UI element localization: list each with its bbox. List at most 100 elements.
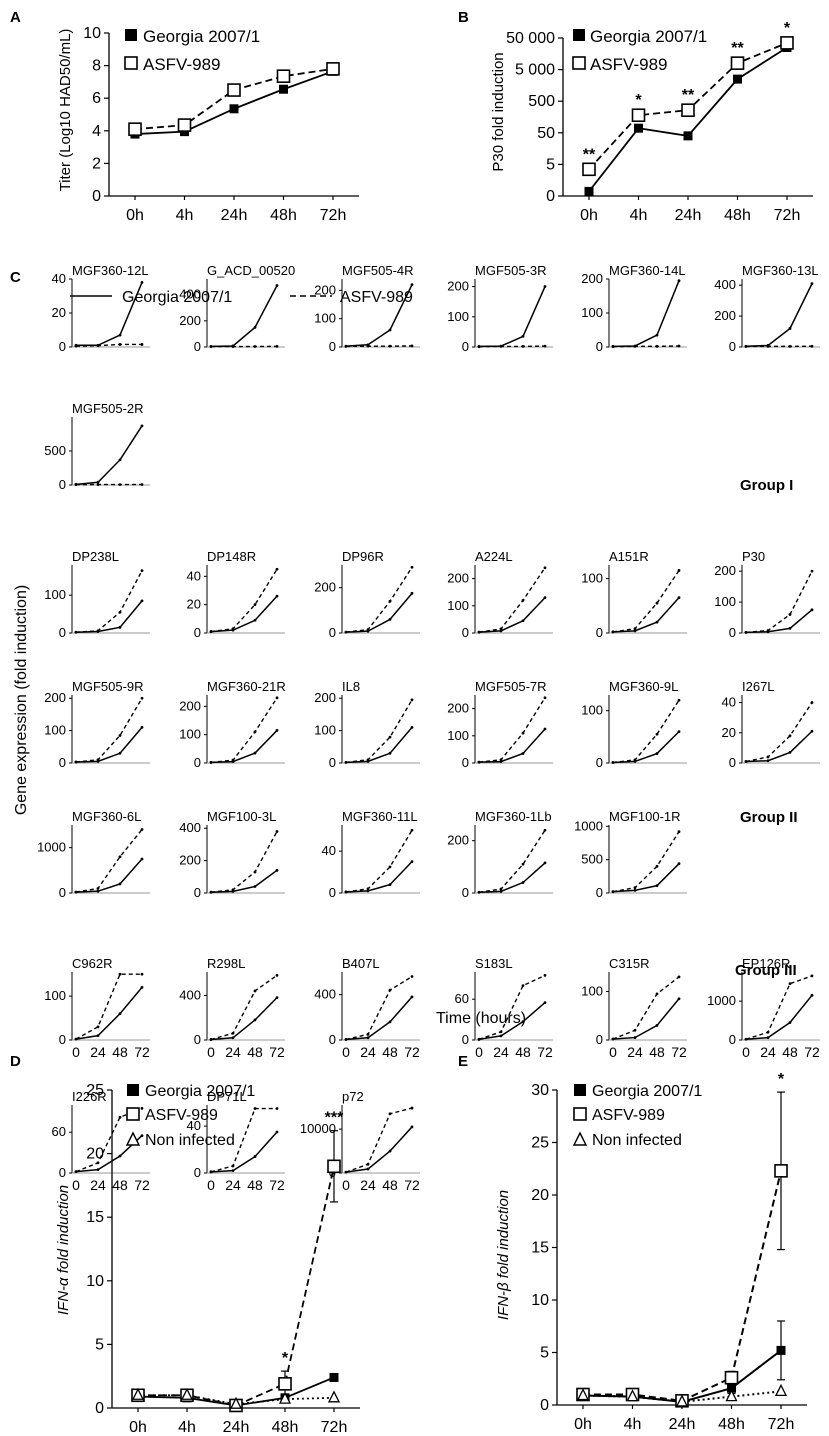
y-tick-label: 100 — [44, 587, 66, 602]
data-point — [499, 344, 503, 348]
y-tick-label: 0 — [729, 1032, 736, 1047]
y-tick-label: 6 — [92, 90, 101, 107]
series-line-2 — [582, 1390, 782, 1403]
data-point — [611, 345, 615, 349]
series-line-georgia — [745, 994, 813, 1040]
data-point — [543, 861, 547, 865]
legend-asfv-label: ASFV-989 — [592, 1107, 665, 1124]
legend-asfv-marker — [126, 1107, 140, 1121]
data-point — [477, 890, 481, 894]
data-point — [231, 345, 235, 349]
x-tick-label: 48 — [382, 1177, 398, 1193]
data-point — [788, 734, 792, 738]
data-point — [788, 1021, 792, 1024]
legend-non-infected-marker — [125, 1131, 141, 1146]
y-tick-label: 200 — [179, 853, 201, 868]
data-point — [209, 345, 213, 349]
data-point — [410, 725, 414, 729]
data-point — [128, 122, 142, 136]
series-line-asfv — [75, 570, 143, 633]
data-point — [96, 1161, 100, 1165]
data-point — [388, 344, 392, 348]
data-point — [788, 327, 792, 330]
y-tick-label: 100 — [714, 594, 736, 609]
panel-label-b: B — [458, 9, 469, 26]
x-tick-label: 72h — [768, 1416, 795, 1433]
data-point — [681, 103, 695, 117]
series-line-georgia — [478, 286, 546, 348]
series-line-asfv — [612, 831, 680, 893]
subplot-mgf360-9l: MGF360-9L 0 100 — [581, 679, 687, 770]
data-point — [118, 972, 122, 976]
data-point — [766, 755, 770, 759]
data-point — [275, 830, 279, 833]
y-tick-label: 100 — [44, 988, 66, 1003]
y-tick-label: 1000 — [707, 993, 736, 1008]
x-tick-label: 48 — [382, 1044, 398, 1060]
data-point — [388, 751, 392, 755]
data-point — [275, 594, 279, 598]
data-point — [810, 608, 814, 612]
data-point — [611, 630, 615, 634]
series-line-georgia — [612, 597, 680, 633]
data-point — [118, 458, 122, 462]
y-tick-label: 500 — [581, 852, 603, 867]
data-point — [140, 424, 144, 428]
data-point — [388, 1112, 392, 1116]
y-tick-label: 100 — [581, 703, 603, 718]
series-line-georgia — [75, 600, 143, 633]
subplot-title: DP238L — [72, 549, 119, 564]
x-tick-label: 72h — [321, 1419, 348, 1436]
subplot-title: MGF360-13L — [742, 263, 819, 278]
data-point — [543, 974, 547, 977]
legend-georgia-label: Georgia 2007/1 — [122, 289, 232, 306]
data-point — [253, 603, 257, 607]
data-point — [231, 1036, 235, 1040]
y-tick-label: 100 — [314, 723, 336, 738]
subplot-dp238l: DP238L 0 100 — [44, 549, 150, 640]
x-tick-label: 0h — [580, 207, 598, 224]
x-tick-label: 72h — [320, 207, 347, 224]
y-tick-label: 0 — [59, 339, 66, 354]
subplot-mgf360-6l: MGF360-6L 0 1000 — [37, 809, 150, 900]
y-tick-label: 1000 — [37, 840, 66, 855]
data-point — [766, 344, 770, 348]
data-point — [543, 566, 547, 570]
panel-label-d: D — [10, 1053, 21, 1070]
data-point — [499, 890, 503, 893]
series-line-asfv — [478, 829, 546, 893]
data-point — [611, 890, 615, 894]
y-tick-label: 0 — [596, 1032, 603, 1047]
data-point — [366, 1167, 370, 1171]
y-tick-label: 200 — [447, 279, 469, 294]
data-point — [582, 162, 596, 177]
data-point — [521, 984, 525, 987]
subplot-title: IL8 — [342, 679, 360, 694]
data-point — [227, 83, 241, 97]
y-tick-label: 0 — [329, 1032, 336, 1047]
x-tick-label: 24h — [221, 207, 248, 224]
subplot-title: C962R — [72, 956, 112, 971]
subplot-mgf505-7r: MGF505-7R 0 100 200 — [447, 679, 553, 770]
data-point — [96, 758, 100, 762]
x-tick-label: 0 — [742, 1044, 750, 1060]
data-point — [96, 1034, 100, 1038]
subplot-mgf505-3r: MGF505-3R 0 100 200 — [447, 263, 553, 354]
data-point — [180, 1387, 194, 1400]
series-line-asfv — [75, 973, 142, 1040]
data-point — [253, 751, 257, 755]
data-point — [275, 284, 279, 287]
x-tick-label: 0h — [126, 207, 144, 224]
y-tick-label: 0 — [95, 1400, 104, 1417]
y-tick-label: 400 — [714, 277, 736, 292]
data-point — [118, 751, 122, 755]
data-point — [543, 344, 547, 348]
data-point — [677, 698, 681, 702]
data-point — [677, 569, 681, 572]
x-tick-label: 48h — [718, 1416, 745, 1433]
legend-asfv-marker — [572, 56, 586, 70]
legend-georgia-label: Georgia 2007/1 — [145, 1083, 255, 1100]
legend-georgia-label: Georgia 2007/1 — [592, 1083, 702, 1100]
series-line-asfv — [745, 702, 813, 763]
data-point — [231, 1164, 235, 1168]
